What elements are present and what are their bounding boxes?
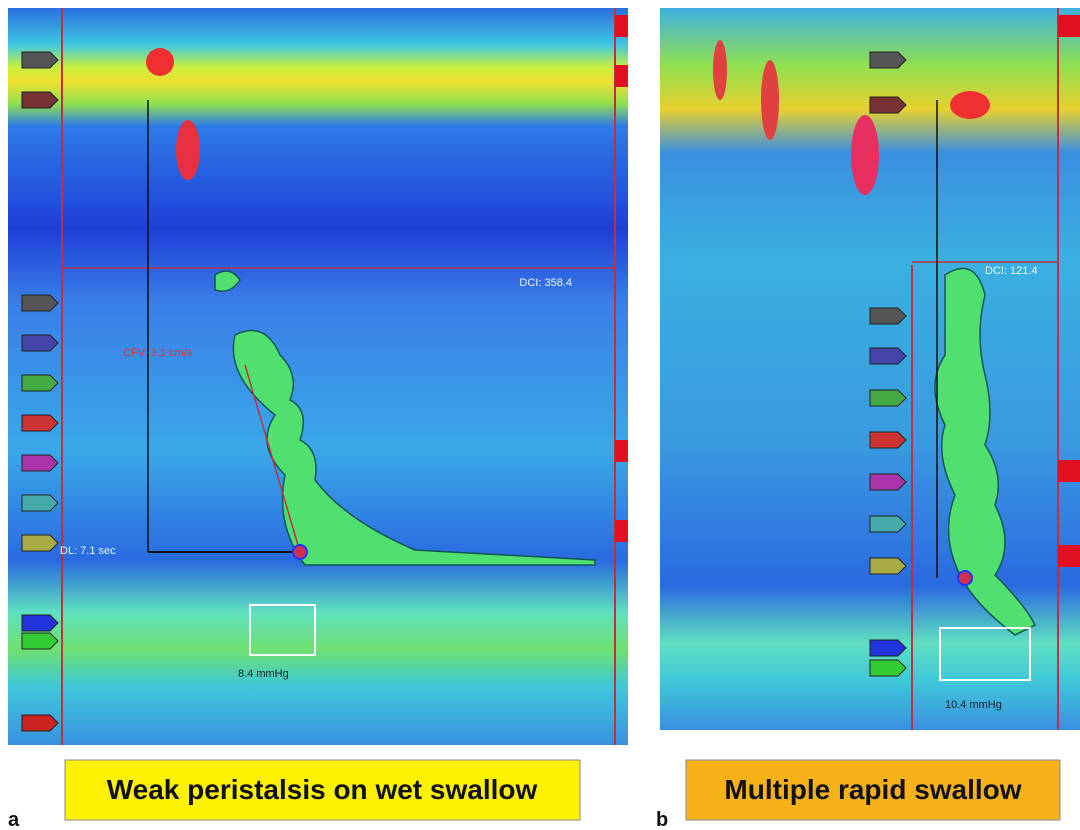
sensor-tag — [22, 615, 58, 631]
pressure-spot — [146, 48, 174, 76]
side-marker — [615, 65, 628, 87]
pressure-spot — [761, 60, 779, 140]
sensor-tag — [22, 535, 58, 551]
sensor-tag — [22, 375, 58, 391]
sensor-tag — [22, 295, 58, 311]
pressure-label: 10.4 mmHg — [945, 699, 1002, 711]
pressure-spot — [176, 120, 200, 180]
panel-a: DCI: 358.4 CFV: 3.1 cm/s DL: 7.1 sec 8.4… — [8, 8, 628, 745]
side-marker — [1058, 545, 1080, 567]
sensor-tag — [870, 558, 906, 574]
pressure-spot — [713, 40, 727, 100]
sensor-tag — [870, 432, 906, 448]
cfv-label: CFV: 3.1 cm/s — [123, 347, 193, 359]
figure: DCI: 358.4 CFV: 3.1 cm/s DL: 7.1 sec 8.4… — [0, 0, 1080, 830]
sensor-tag — [22, 715, 58, 731]
sensor-tag — [870, 474, 906, 490]
sensor-tag — [22, 455, 58, 471]
pressure-spot — [851, 115, 879, 195]
caption: Weak peristalsis on wet swallow — [107, 774, 538, 805]
sensor-tag — [22, 633, 58, 649]
caption: Multiple rapid swallow — [724, 774, 1021, 805]
side-marker — [1058, 460, 1080, 482]
sensor-tag — [22, 92, 58, 108]
side-marker — [615, 440, 628, 462]
sensor-tag — [870, 660, 906, 676]
pressure-spot — [950, 91, 990, 119]
side-marker — [615, 520, 628, 542]
sensor-tag — [22, 335, 58, 351]
sensor-tag — [870, 52, 906, 68]
dci-label: DCI: 121.4 — [985, 265, 1038, 277]
sensor-tag — [870, 390, 906, 406]
side-marker — [1058, 15, 1080, 37]
heatmap — [8, 8, 628, 745]
marker — [293, 545, 307, 559]
sensor-tag — [870, 348, 906, 364]
sensor-tag — [22, 495, 58, 511]
panel-letter: b — [656, 809, 668, 830]
marker — [958, 571, 972, 585]
sensor-tag — [870, 308, 906, 324]
sensor-tag — [22, 52, 58, 68]
sensor-tag — [870, 640, 906, 656]
side-marker — [615, 15, 628, 37]
sensor-tag — [870, 97, 906, 113]
dl-label: DL: 7.1 sec — [60, 545, 116, 557]
panel-letter: a — [8, 809, 20, 830]
dci-label: DCI: 358.4 — [519, 277, 572, 289]
sensor-tag — [870, 516, 906, 532]
panel-b: DCI: 121.4 10.4 mmHg — [660, 8, 1080, 730]
pressure-label: 8.4 mmHg — [238, 668, 289, 680]
sensor-tag — [22, 415, 58, 431]
